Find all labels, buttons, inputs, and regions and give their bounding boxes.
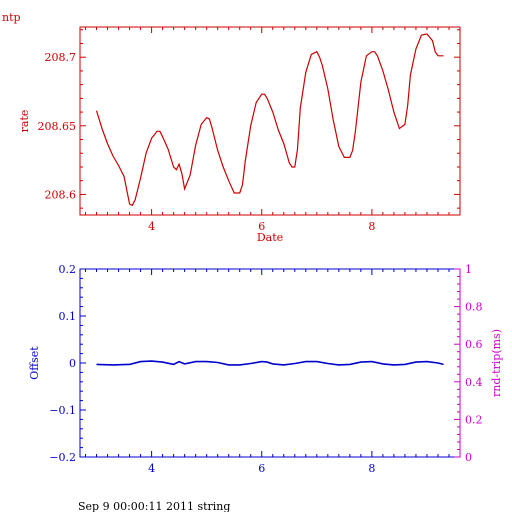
right-y-tick-label: 0.4 — [465, 376, 483, 389]
footer-timestamp: Sep 9 00:00:11 2011 string — [78, 500, 230, 512]
y-tick-label: 0.1 — [59, 310, 77, 323]
right-y-tick-label: 0.2 — [465, 413, 483, 426]
series-line-0 — [95, 33, 444, 207]
figure-title: ntp — [2, 11, 21, 24]
y-tick-label: −0.1 — [49, 404, 76, 417]
y-axis-title: Offset — [28, 346, 41, 380]
x-tick-label: 6 — [258, 220, 265, 233]
x-axis-title: Date — [257, 231, 283, 244]
y-tick-label: 208.65 — [38, 120, 77, 133]
y-axis-title: rate — [18, 110, 31, 133]
y-tick-label: 0.2 — [59, 263, 77, 276]
y-tick-label: 0 — [69, 357, 76, 370]
right-y-tick-label: 0 — [465, 451, 472, 464]
x-tick-label: 4 — [148, 462, 155, 475]
x-tick-label: 8 — [368, 220, 375, 233]
right-axis-title: rnd-trip(ms) — [490, 329, 503, 397]
x-tick-label: 6 — [258, 462, 265, 475]
plot-frame — [79, 26, 461, 216]
y-tick-label: −0.2 — [49, 451, 76, 464]
offset-chart: 4 6 8 −0.2 −0.1 0 0.1 0.2 0 0.2 0.4 0.6 0.8 1 rnd-trip… — [28, 263, 503, 475]
x-tick-label: 8 — [368, 462, 375, 475]
y-tick-label: 208.6 — [45, 188, 77, 201]
right-y-tick-label: 0.8 — [465, 301, 483, 314]
rate-chart: 4 6 8 208.6 208.65 208.7 Date rate — [18, 26, 461, 244]
y-tick-label: 208.7 — [45, 51, 77, 64]
right-y-tick-label: 1 — [465, 263, 472, 276]
x-tick-label: 4 — [148, 220, 155, 233]
series-line-0 — [96, 360, 444, 366]
right-y-tick-label: 0.6 — [465, 338, 483, 351]
